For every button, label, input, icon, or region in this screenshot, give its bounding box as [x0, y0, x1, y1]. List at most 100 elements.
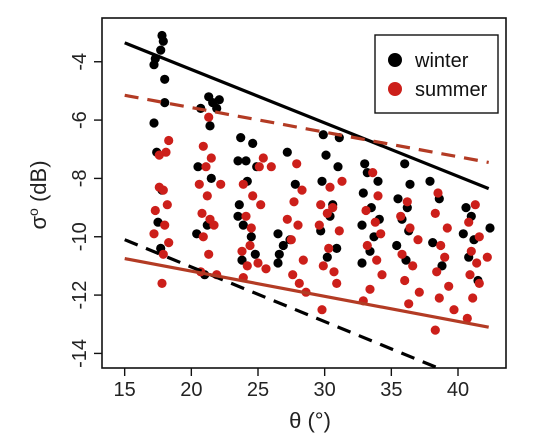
summer-point-83 [442, 223, 452, 233]
winter-point-30 [233, 211, 243, 221]
summer-solid-line [124, 257, 489, 329]
winter-point-68 [392, 240, 402, 251]
summer-point-27 [258, 153, 268, 163]
winter-dashed-line [124, 238, 439, 368]
winter-point-55 [358, 188, 368, 198]
winter-point-42 [318, 130, 328, 140]
summer-point-64 [361, 205, 371, 216]
summer-point-52 [328, 203, 338, 213]
summer-point-73 [396, 211, 406, 221]
summer-point-18 [197, 208, 207, 218]
summer-point-100 [482, 252, 492, 262]
winter-point-23 [236, 133, 246, 143]
summer-point-6 [149, 229, 159, 239]
summer-point-46 [288, 270, 298, 280]
summer-point-12 [204, 112, 214, 122]
summer-dashed-line [124, 93, 489, 164]
winter-point-80 [485, 223, 495, 233]
winter-point-2 [156, 45, 166, 55]
summer-point-54 [334, 226, 344, 236]
summer-point-20 [198, 232, 208, 242]
winter-point-50 [332, 243, 342, 253]
summer-point-25 [216, 179, 226, 189]
winter-point-29 [234, 200, 244, 210]
winter-point-74 [461, 203, 471, 213]
summer-point-93 [474, 232, 484, 242]
summer-point-45 [298, 255, 308, 265]
summer-point-22 [204, 249, 214, 259]
summer-point-55 [324, 243, 334, 253]
winter-point-72 [428, 238, 438, 248]
winter-point-61 [357, 258, 367, 268]
summer-point-10 [158, 249, 168, 259]
winter-point-44 [333, 162, 343, 172]
winter-point-39 [274, 249, 284, 259]
summer-point-29 [248, 191, 258, 201]
summer-point-32 [246, 223, 256, 233]
winter-point-63 [405, 179, 415, 189]
summer-point-50 [316, 200, 326, 210]
y-axis-title-superscript: o [25, 208, 41, 216]
summer-point-44 [286, 235, 296, 245]
summer-point-75 [413, 235, 423, 245]
summer-point-56 [318, 261, 328, 271]
summer-point-82 [430, 208, 440, 218]
summer-point-31 [241, 211, 251, 221]
x-tick-label-25: 25 [247, 379, 269, 401]
summer-point-5 [150, 205, 160, 216]
summer-point-79 [414, 287, 424, 297]
winter-point-40 [273, 258, 283, 268]
x-tick-label-40: 40 [447, 379, 469, 401]
x-tick-label-35: 35 [380, 379, 402, 401]
summer-point-30 [256, 200, 266, 210]
summer-point-94 [466, 246, 476, 256]
winter-point-54 [373, 176, 383, 186]
winter-point-52 [360, 159, 370, 169]
summer-point-85 [440, 252, 450, 262]
winter-point-62 [400, 159, 410, 169]
summer-point-9 [164, 238, 174, 248]
winter-point-1 [158, 36, 168, 46]
y-tick-label--12: -12 [69, 281, 91, 310]
summer-point-89 [449, 305, 459, 315]
summer-point-43 [293, 220, 303, 230]
winter-point-36 [290, 179, 300, 189]
summer-point-96 [465, 270, 475, 280]
summer-point-58 [332, 278, 342, 288]
summer-point-68 [372, 255, 382, 265]
x-tick-label-15: 15 [114, 379, 136, 401]
winter-point-76 [458, 229, 468, 239]
summer-point-60 [337, 176, 347, 186]
summer-point-67 [362, 240, 372, 251]
winter-point-15 [212, 103, 222, 113]
winter-point-34 [237, 255, 247, 265]
summer-point-51 [322, 208, 332, 218]
summer-point-15 [201, 162, 211, 172]
summer-point-88 [434, 293, 444, 303]
winter-point-58 [357, 220, 367, 230]
winter-point-6 [160, 98, 170, 108]
summer-point-4 [154, 150, 164, 160]
summer-point-3 [162, 200, 172, 210]
winter-point-32 [246, 232, 256, 242]
winter-point-26 [241, 156, 251, 166]
summer-point-95 [472, 258, 482, 268]
summer-point-99 [462, 313, 472, 323]
summer-point-35 [253, 258, 263, 268]
summer-point-66 [376, 229, 386, 239]
winter-point-14 [214, 95, 224, 105]
summer-point-65 [370, 217, 380, 227]
winter-point-73 [437, 261, 447, 271]
summer-point-53 [314, 220, 324, 230]
summer-point-74 [405, 223, 415, 233]
summer-point-92 [464, 217, 474, 227]
summer-point-97 [474, 278, 484, 288]
summer-point-62 [368, 168, 378, 178]
winter-point-38 [278, 240, 288, 251]
x-tick-label-20: 20 [180, 379, 202, 401]
y-axis-title-unit: (dB) [26, 160, 51, 208]
y-tick-label--8: -8 [69, 170, 91, 188]
x-axis-title: θ (°) [289, 408, 331, 433]
summer-point-76 [397, 249, 407, 259]
